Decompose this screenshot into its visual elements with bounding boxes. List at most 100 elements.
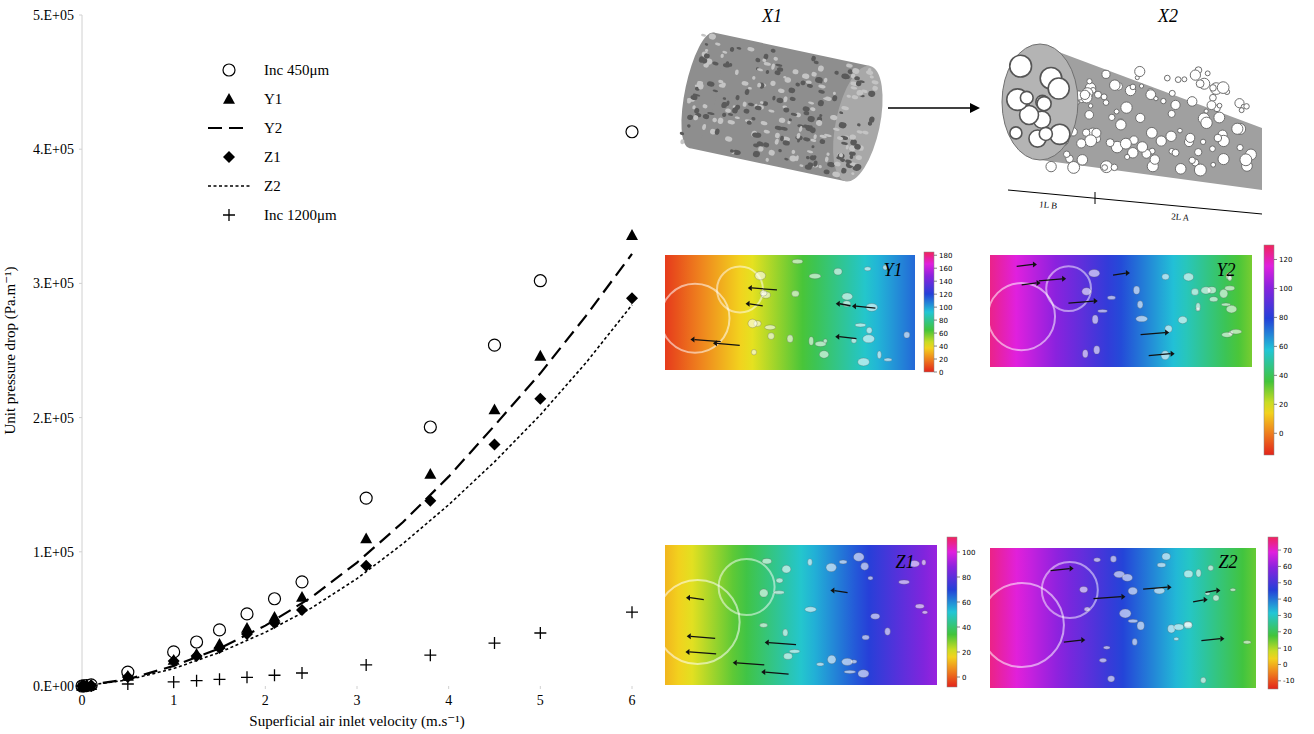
colorbar — [947, 537, 957, 687]
strut — [760, 623, 768, 627]
colorbar-tick — [934, 333, 937, 334]
colorbar-tick-label: 140 — [939, 278, 952, 286]
pore — [852, 67, 860, 74]
pore — [811, 71, 817, 77]
pore — [818, 84, 826, 89]
pore — [832, 171, 841, 178]
pore — [748, 102, 755, 107]
cell — [1135, 66, 1145, 76]
pore — [735, 104, 741, 110]
cell — [1187, 97, 1197, 107]
legend-label: Y1 — [264, 91, 282, 107]
pore — [702, 113, 709, 119]
pore — [824, 156, 829, 162]
strut — [787, 335, 793, 343]
legend-label: Z1 — [264, 149, 281, 165]
x-tick-label: 4 — [445, 693, 452, 708]
pore — [741, 80, 749, 86]
strut — [1174, 637, 1179, 640]
cell — [1169, 90, 1175, 96]
pore-outline — [1046, 266, 1091, 311]
cell — [1101, 94, 1107, 100]
strut — [1122, 574, 1132, 581]
strut — [809, 274, 821, 279]
pore — [779, 135, 784, 141]
pore — [734, 116, 740, 119]
pore — [851, 172, 855, 175]
legend-line — [208, 127, 250, 129]
colorbar-tick — [1278, 582, 1281, 583]
pore — [758, 82, 765, 89]
colorbar-tick-label: 20 — [939, 356, 948, 364]
flow-arrow — [752, 288, 777, 290]
pore — [760, 121, 768, 126]
colorbar-tick-label: 0 — [962, 674, 966, 682]
colorbar-tick-label: 30 — [1283, 612, 1292, 620]
marker-plus — [85, 680, 97, 692]
pore — [849, 134, 856, 140]
flow-arrow — [1143, 587, 1167, 589]
pore — [774, 70, 781, 76]
colorbar-tick — [934, 372, 937, 373]
colorbar — [1264, 245, 1274, 455]
pore — [712, 117, 717, 122]
colorbar-tick — [1278, 615, 1281, 616]
strut — [1230, 588, 1236, 591]
cell — [1139, 84, 1143, 88]
cell — [1020, 91, 1033, 104]
colorbar-tick — [1278, 680, 1281, 681]
cell — [1201, 117, 1212, 128]
x-tick — [265, 686, 266, 689]
colorbar-tick-label: 20 — [962, 649, 971, 657]
strut — [1196, 569, 1201, 577]
marker-plus — [191, 675, 203, 687]
cell — [1210, 94, 1217, 101]
y-tick — [79, 551, 82, 552]
marker-triangle — [223, 93, 235, 104]
pore — [869, 75, 874, 79]
pore — [712, 61, 719, 66]
cell — [1200, 139, 1205, 144]
flow-arrow — [1022, 283, 1037, 285]
colorbar — [924, 252, 934, 372]
strut — [1162, 553, 1170, 560]
pore — [770, 48, 776, 53]
pore — [857, 123, 861, 127]
flow-arrow — [1039, 279, 1062, 281]
strut — [751, 349, 756, 354]
pore-outline — [656, 580, 740, 664]
x-tick — [632, 686, 633, 689]
pore — [854, 143, 862, 150]
pore — [763, 62, 771, 67]
pore — [754, 105, 762, 111]
pore — [813, 60, 819, 64]
flow-arrow-head — [687, 633, 691, 639]
cell — [1085, 111, 1094, 120]
strut — [1209, 297, 1217, 302]
dimension-line — [1008, 190, 1262, 214]
colorbar-tick-label: 20 — [1279, 401, 1288, 409]
colorbar-tick — [1274, 375, 1277, 376]
cell — [1077, 139, 1086, 148]
flow-arrow-head — [852, 303, 856, 309]
marker-circle — [269, 593, 281, 605]
flow-arrow-head — [686, 595, 690, 601]
cell — [1237, 144, 1243, 150]
flow-arrow — [1051, 569, 1070, 571]
cell — [1210, 146, 1216, 152]
strut — [1201, 677, 1206, 683]
colorbar-tick-label: 160 — [939, 265, 952, 273]
pore — [773, 56, 778, 61]
flow-arrow — [1017, 264, 1033, 266]
pore — [796, 133, 801, 140]
strut — [1107, 296, 1115, 300]
strut — [1103, 646, 1110, 649]
colorbar-tick — [1274, 433, 1277, 434]
marker-diamond — [424, 495, 436, 507]
cell — [1190, 70, 1200, 80]
cell — [1171, 100, 1180, 109]
pore — [818, 89, 825, 94]
cell — [1103, 100, 1109, 106]
strut — [817, 663, 824, 666]
pore — [735, 95, 740, 101]
